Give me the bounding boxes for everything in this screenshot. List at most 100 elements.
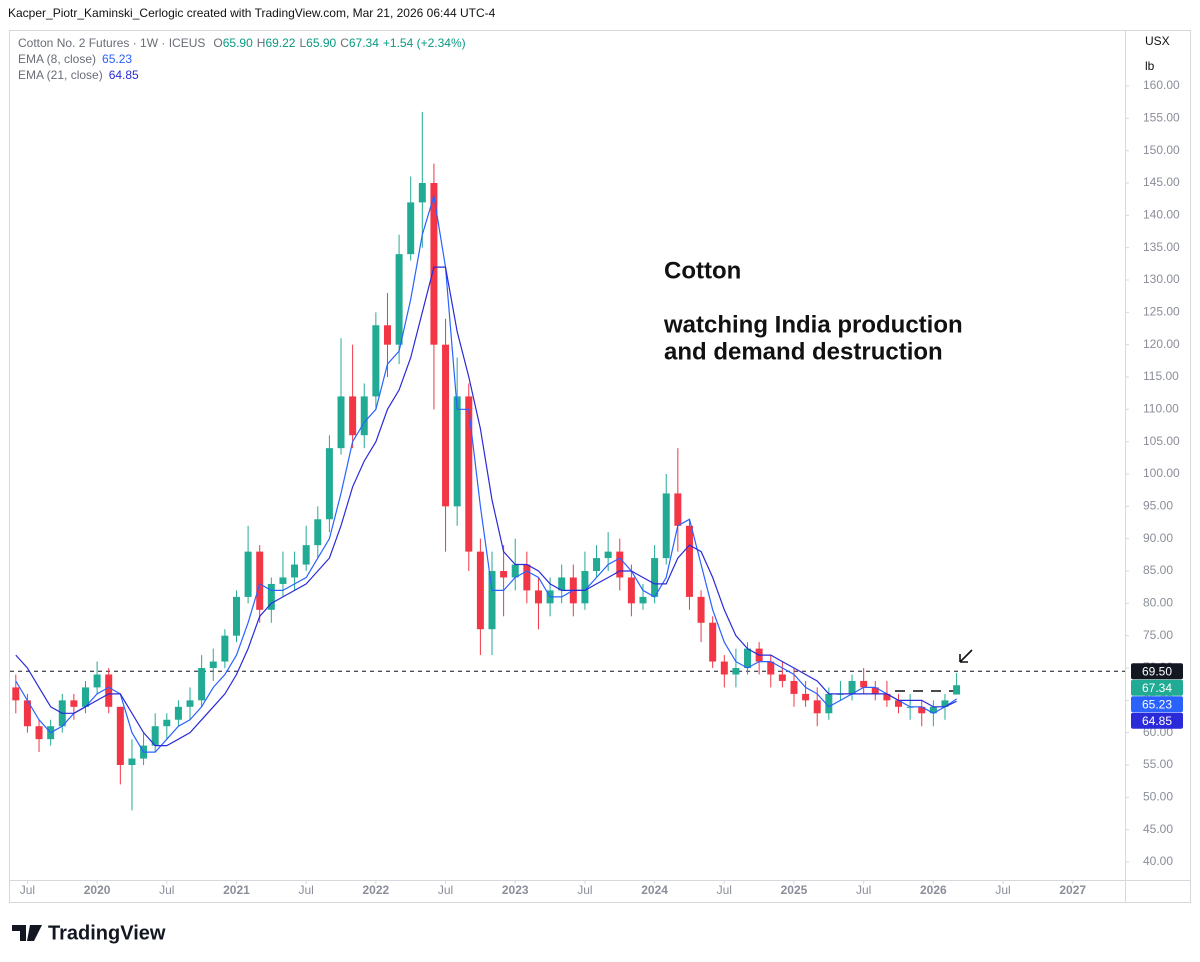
- ohlc-key: O: [213, 36, 222, 50]
- x-tick-label: Jul: [995, 883, 1010, 897]
- candle-body: [465, 396, 473, 552]
- candle-body: [697, 596, 705, 623]
- ohlc-key: H: [257, 36, 266, 50]
- candle-body: [790, 680, 798, 694]
- price-tag: [1131, 696, 1183, 713]
- candle-body: [314, 519, 322, 546]
- candle-body: [279, 577, 287, 584]
- candle-body: [116, 706, 124, 766]
- candle-body: [895, 700, 903, 707]
- x-tick-label: 2024: [641, 883, 668, 897]
- ema-line: [15, 266, 957, 747]
- y-tick-label: 90.00: [1143, 531, 1173, 545]
- candle-body: [883, 693, 891, 701]
- y-tick-label: 150.00: [1143, 143, 1180, 157]
- candle-body: [232, 596, 240, 636]
- candle-body: [778, 674, 786, 681]
- candle-body: [244, 551, 252, 597]
- y-tick-label: 55.00: [1143, 757, 1173, 771]
- y-tick-label: 50.00: [1143, 790, 1173, 804]
- change: +1.54 (+2.34%): [383, 36, 466, 50]
- candle-body: [604, 551, 612, 559]
- candle-body: [581, 571, 589, 604]
- candle-body: [291, 564, 299, 578]
- candle-body: [720, 661, 728, 675]
- x-tick-label: Jul: [159, 883, 174, 897]
- credit: Kacper_Piotr_Kaminski_Cerlogic created w…: [8, 6, 496, 20]
- price-tag-label: 69.50: [1142, 664, 1172, 678]
- candle-body: [929, 706, 937, 714]
- candle-body: [151, 726, 159, 746]
- candle-body: [174, 706, 182, 720]
- candle-body: [383, 325, 391, 345]
- ohlc-value: 69.22: [265, 36, 295, 50]
- ohlc-value: 65.90: [223, 36, 253, 50]
- price-tag: [1131, 712, 1183, 729]
- candle-body: [662, 493, 670, 559]
- candle-body: [453, 396, 461, 507]
- candle-body: [744, 648, 752, 669]
- annotation: Cotton: [664, 257, 741, 284]
- legend-entry: EMA (21, close) 64.85: [18, 68, 139, 82]
- price-tag-label: 65.23: [1142, 697, 1172, 711]
- candle-body: [442, 344, 450, 507]
- candle-body: [523, 564, 531, 591]
- arrow: [959, 649, 973, 663]
- annotation: and demand destruction: [664, 338, 943, 365]
- candle-body: [941, 700, 949, 707]
- x-tick-label: Jul: [20, 883, 35, 897]
- legend-value: 65.23: [102, 52, 132, 66]
- y-tick-label: 140.00: [1143, 208, 1180, 222]
- candle-body: [198, 668, 206, 701]
- brand: TradingView: [48, 922, 166, 944]
- candle-body: [163, 719, 171, 727]
- candle-body: [488, 571, 496, 630]
- legend-value: 64.85: [109, 68, 139, 82]
- y-tick-label: 45.00: [1143, 822, 1173, 836]
- candle-body: [918, 706, 926, 714]
- candle-body: [349, 396, 357, 436]
- candle-body: [848, 680, 856, 694]
- y-tick-label: 40.00: [1143, 854, 1173, 868]
- legend-name: EMA (21, close): [18, 68, 103, 82]
- y-tick-label: 130.00: [1143, 272, 1180, 286]
- y-tick-label: 100.00: [1143, 466, 1180, 480]
- annotation: watching India production: [663, 311, 963, 338]
- x-tick-label: Jul: [438, 883, 453, 897]
- y-tick-label: 110.00: [1143, 402, 1179, 416]
- y-tick-label: 75.00: [1143, 628, 1173, 642]
- y-tick-label: 95.00: [1143, 499, 1173, 513]
- y-tick-label: 85.00: [1143, 563, 1173, 577]
- y-tick-label: 125.00: [1143, 305, 1180, 319]
- unit: lb: [1145, 59, 1155, 73]
- candle-body: [81, 687, 89, 707]
- candle-body: [302, 545, 310, 565]
- currency: USX: [1145, 34, 1170, 48]
- candle-body: [953, 685, 961, 695]
- y-tick-label: 160.00: [1143, 78, 1180, 92]
- candle-body: [372, 325, 380, 397]
- y-tick-label: 135.00: [1143, 240, 1180, 254]
- candle-body: [128, 758, 136, 766]
- candle-body: [860, 680, 868, 688]
- x-tick-label: 2021: [223, 883, 250, 897]
- candle-body: [476, 551, 484, 630]
- candle-body: [93, 674, 101, 688]
- x-tick-label: 2026: [920, 883, 947, 897]
- x-tick-label: 2023: [502, 883, 529, 897]
- x-tick-label: 2025: [781, 883, 808, 897]
- candle-body: [209, 661, 217, 669]
- candle-body: [651, 558, 659, 597]
- candle-body: [70, 700, 78, 707]
- candle-body: [593, 558, 601, 572]
- candle-body: [709, 622, 717, 662]
- x-tick-label: 2027: [1059, 883, 1086, 897]
- candle-body: [105, 674, 113, 707]
- price-tag: [1131, 663, 1183, 680]
- candle-body: [813, 700, 821, 714]
- x-tick-label: Jul: [577, 883, 592, 897]
- ohlc-key: C: [340, 36, 349, 50]
